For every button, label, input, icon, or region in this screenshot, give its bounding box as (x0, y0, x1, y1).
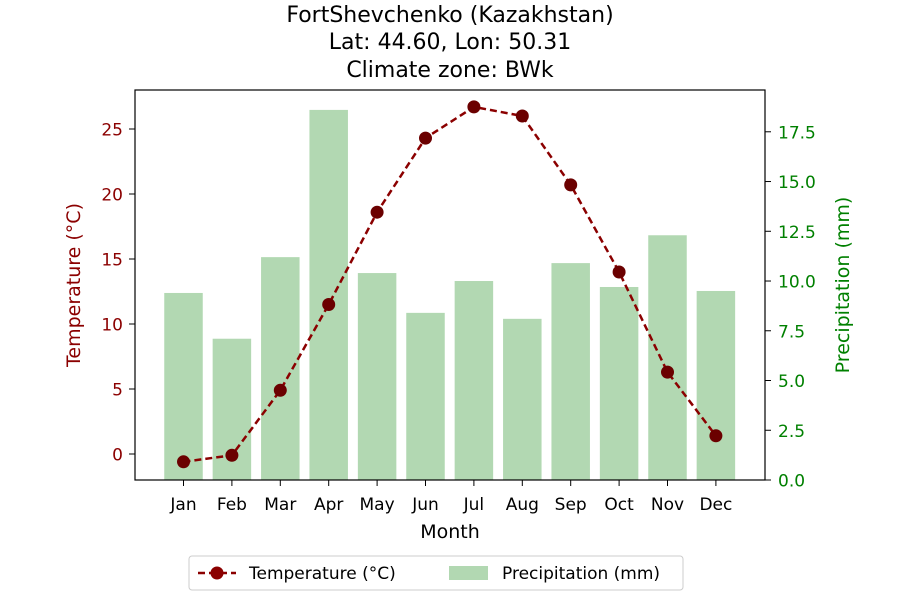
y-left-tick-label: 15 (101, 251, 123, 271)
x-tick-label-apr: Apr (314, 495, 343, 515)
y-left-tick-label: 25 (101, 121, 123, 141)
legend-precipitation-swatch (449, 566, 488, 580)
temperature-point-may (370, 205, 384, 219)
precipitation-bars (164, 109, 736, 481)
temperature-point-apr (322, 298, 336, 311)
temperature-point-oct (612, 265, 626, 279)
precipitation-bar-may (357, 273, 397, 480)
legend-temperature-label: Temperature (°C) (248, 564, 396, 584)
y-right-tick-label: 2.5 (778, 422, 805, 442)
x-tick-label-jun: Jun (411, 495, 439, 515)
x-tick-label-feb: Feb (217, 495, 247, 515)
chart-title-line-1: FortShevchenko (Kazakhstan) (286, 3, 613, 28)
chart-legend: Temperature (°C) Precipitation (mm) (188, 555, 684, 591)
y-right-tick-label: 5.0 (778, 372, 805, 392)
y-right-tick-label: 10.0 (778, 273, 816, 293)
y-right-tick-label: 17.5 (778, 123, 816, 143)
temperature-point-mar (273, 383, 287, 397)
x-tick-label-sep: Sep (555, 495, 587, 515)
y-right-tick-label: 7.5 (778, 322, 805, 342)
chart-title-group: FortShevchenko (Kazakhstan) Lat: 44.60, … (286, 3, 613, 83)
legend-frame (188, 555, 684, 591)
y-right-tick-label: 0.0 (778, 472, 805, 492)
temperature-point-sep (564, 178, 578, 192)
legend-temperature-marker-swatch (210, 566, 224, 580)
legend-precipitation-label: Precipitation (mm) (502, 564, 660, 584)
precipitation-axis: 0.0 2.5 5.0 7.5 10.0 12.5 15.0 17.5 (765, 123, 816, 492)
x-tick-label-may: May (360, 495, 395, 515)
chart-title-line-2: Lat: 44.60, Lon: 50.31 (329, 30, 571, 55)
temperature-point-jan (177, 455, 190, 469)
y-right-axis-label: Precipitation (mm) (832, 197, 854, 374)
x-tick-label-aug: Aug (506, 495, 539, 515)
x-tick-label-oct: Oct (604, 495, 634, 515)
precipitation-bar-jul (454, 281, 494, 480)
precipitation-bar-sep (551, 263, 590, 480)
precipitation-bar-jun (406, 312, 445, 480)
precipitation-bar-apr (309, 109, 348, 481)
y-left-tick-label: 10 (101, 316, 123, 336)
x-tick-label-jul: Jul (463, 495, 485, 515)
x-axis-label: Month (420, 521, 480, 543)
y-right-tick-label: 12.5 (778, 223, 816, 243)
precipitation-bar-jan (164, 292, 203, 480)
temperature-line (183, 105, 717, 464)
plot-frame (134, 89, 766, 481)
x-tick-label-jan: Jan (169, 495, 196, 515)
temperature-point-nov (661, 365, 674, 379)
precipitation-bar-aug (503, 318, 542, 480)
y-left-axis-label: Temperature (°C) (63, 203, 85, 368)
y-left-tick-label: 5 (112, 381, 123, 401)
temperature-line-group (177, 100, 723, 469)
temperature-point-dec (709, 429, 723, 443)
month-axis: Jan Feb Mar Apr May Jun Jul Aug Sep Oct Nov Dec (169, 480, 732, 515)
temperature-point-jun (419, 131, 432, 145)
precipitation-bar-oct (599, 286, 639, 480)
precipitation-bar-nov (648, 235, 687, 480)
temperature-point-feb (225, 448, 239, 462)
x-tick-label-mar: Mar (264, 495, 296, 515)
temperature-axis: 0 5 10 15 20 25 (101, 121, 135, 466)
temperature-point-aug (515, 109, 529, 123)
chart-title-line-3: Climate zone: BWk (346, 58, 554, 83)
precipitation-bar-dec (696, 290, 736, 480)
temperature-point-jul (467, 100, 481, 114)
x-tick-label-nov: Nov (651, 495, 684, 515)
y-left-tick-label: 20 (101, 186, 123, 206)
y-right-tick-label: 15.0 (778, 173, 816, 193)
x-tick-label-dec: Dec (699, 495, 732, 515)
y-left-tick-label: 0 (112, 446, 123, 466)
